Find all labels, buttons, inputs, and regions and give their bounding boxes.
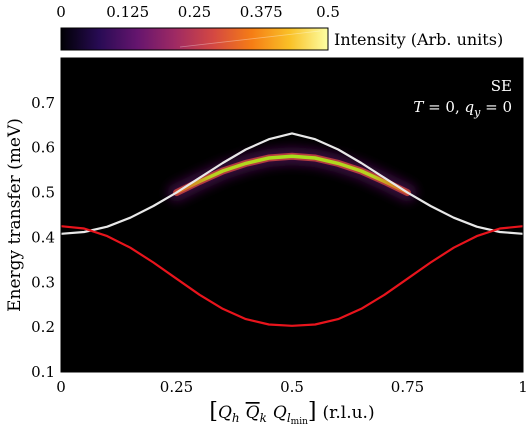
x-tick-label: 0 bbox=[56, 378, 66, 396]
y-tick-label: 0.4 bbox=[31, 228, 55, 246]
y-tick-label: 0.2 bbox=[31, 318, 55, 336]
dispersion-lines bbox=[61, 132, 523, 327]
x-tick-label: 0.25 bbox=[160, 378, 193, 396]
x-tick-label: 0.5 bbox=[280, 378, 304, 396]
series-lower-line bbox=[61, 225, 523, 327]
y-tick-label: 0.5 bbox=[31, 184, 55, 202]
colorbar-label: Intensity (Arb. units) bbox=[334, 30, 503, 49]
x-tick-label: 0.75 bbox=[391, 378, 424, 396]
y-axis-label: Energy transfer (meV) bbox=[5, 118, 25, 312]
intensity-band-core bbox=[174, 154, 410, 195]
colorbar-tick-label: 0.375 bbox=[240, 3, 283, 21]
colorbar-tick-label: 0.125 bbox=[106, 3, 149, 21]
colorbar-ticks: 0 0.125 0.25 0.375 0.5 bbox=[56, 3, 340, 32]
x-tick-label: 1 bbox=[518, 378, 528, 396]
annotation-conditions: T = 0, qy = 0 bbox=[413, 98, 512, 119]
plot-content bbox=[61, 132, 523, 327]
colorbar-diagonal bbox=[179, 30, 321, 48]
y-tick-label: 0.7 bbox=[31, 94, 55, 112]
colorbar-tick-label: 0.25 bbox=[178, 3, 211, 21]
y-tick-label: 0.3 bbox=[31, 273, 55, 291]
colorbar-tick-label: 0 bbox=[56, 3, 66, 21]
annotation-se: SE bbox=[491, 77, 512, 95]
x-axis-label: [Qh Qk Qlmin] (r.l.u.) bbox=[209, 399, 374, 427]
series-upper-line bbox=[61, 132, 523, 235]
intensity-band bbox=[167, 147, 417, 202]
y-axis: 0.1 0.2 0.3 0.4 0.5 0.6 0.7 bbox=[31, 94, 66, 381]
y-tick-label: 0.1 bbox=[31, 363, 55, 381]
colorbar-bar bbox=[60, 27, 329, 51]
colorbar: 0 0.125 0.25 0.375 0.5 Intensity (Arb. units… bbox=[56, 3, 503, 51]
x-axis: 0 0.25 0.5 0.75 1 bbox=[56, 367, 528, 396]
y-tick-label: 0.6 bbox=[31, 139, 55, 157]
colorbar-tick-label: 0.5 bbox=[316, 3, 340, 21]
